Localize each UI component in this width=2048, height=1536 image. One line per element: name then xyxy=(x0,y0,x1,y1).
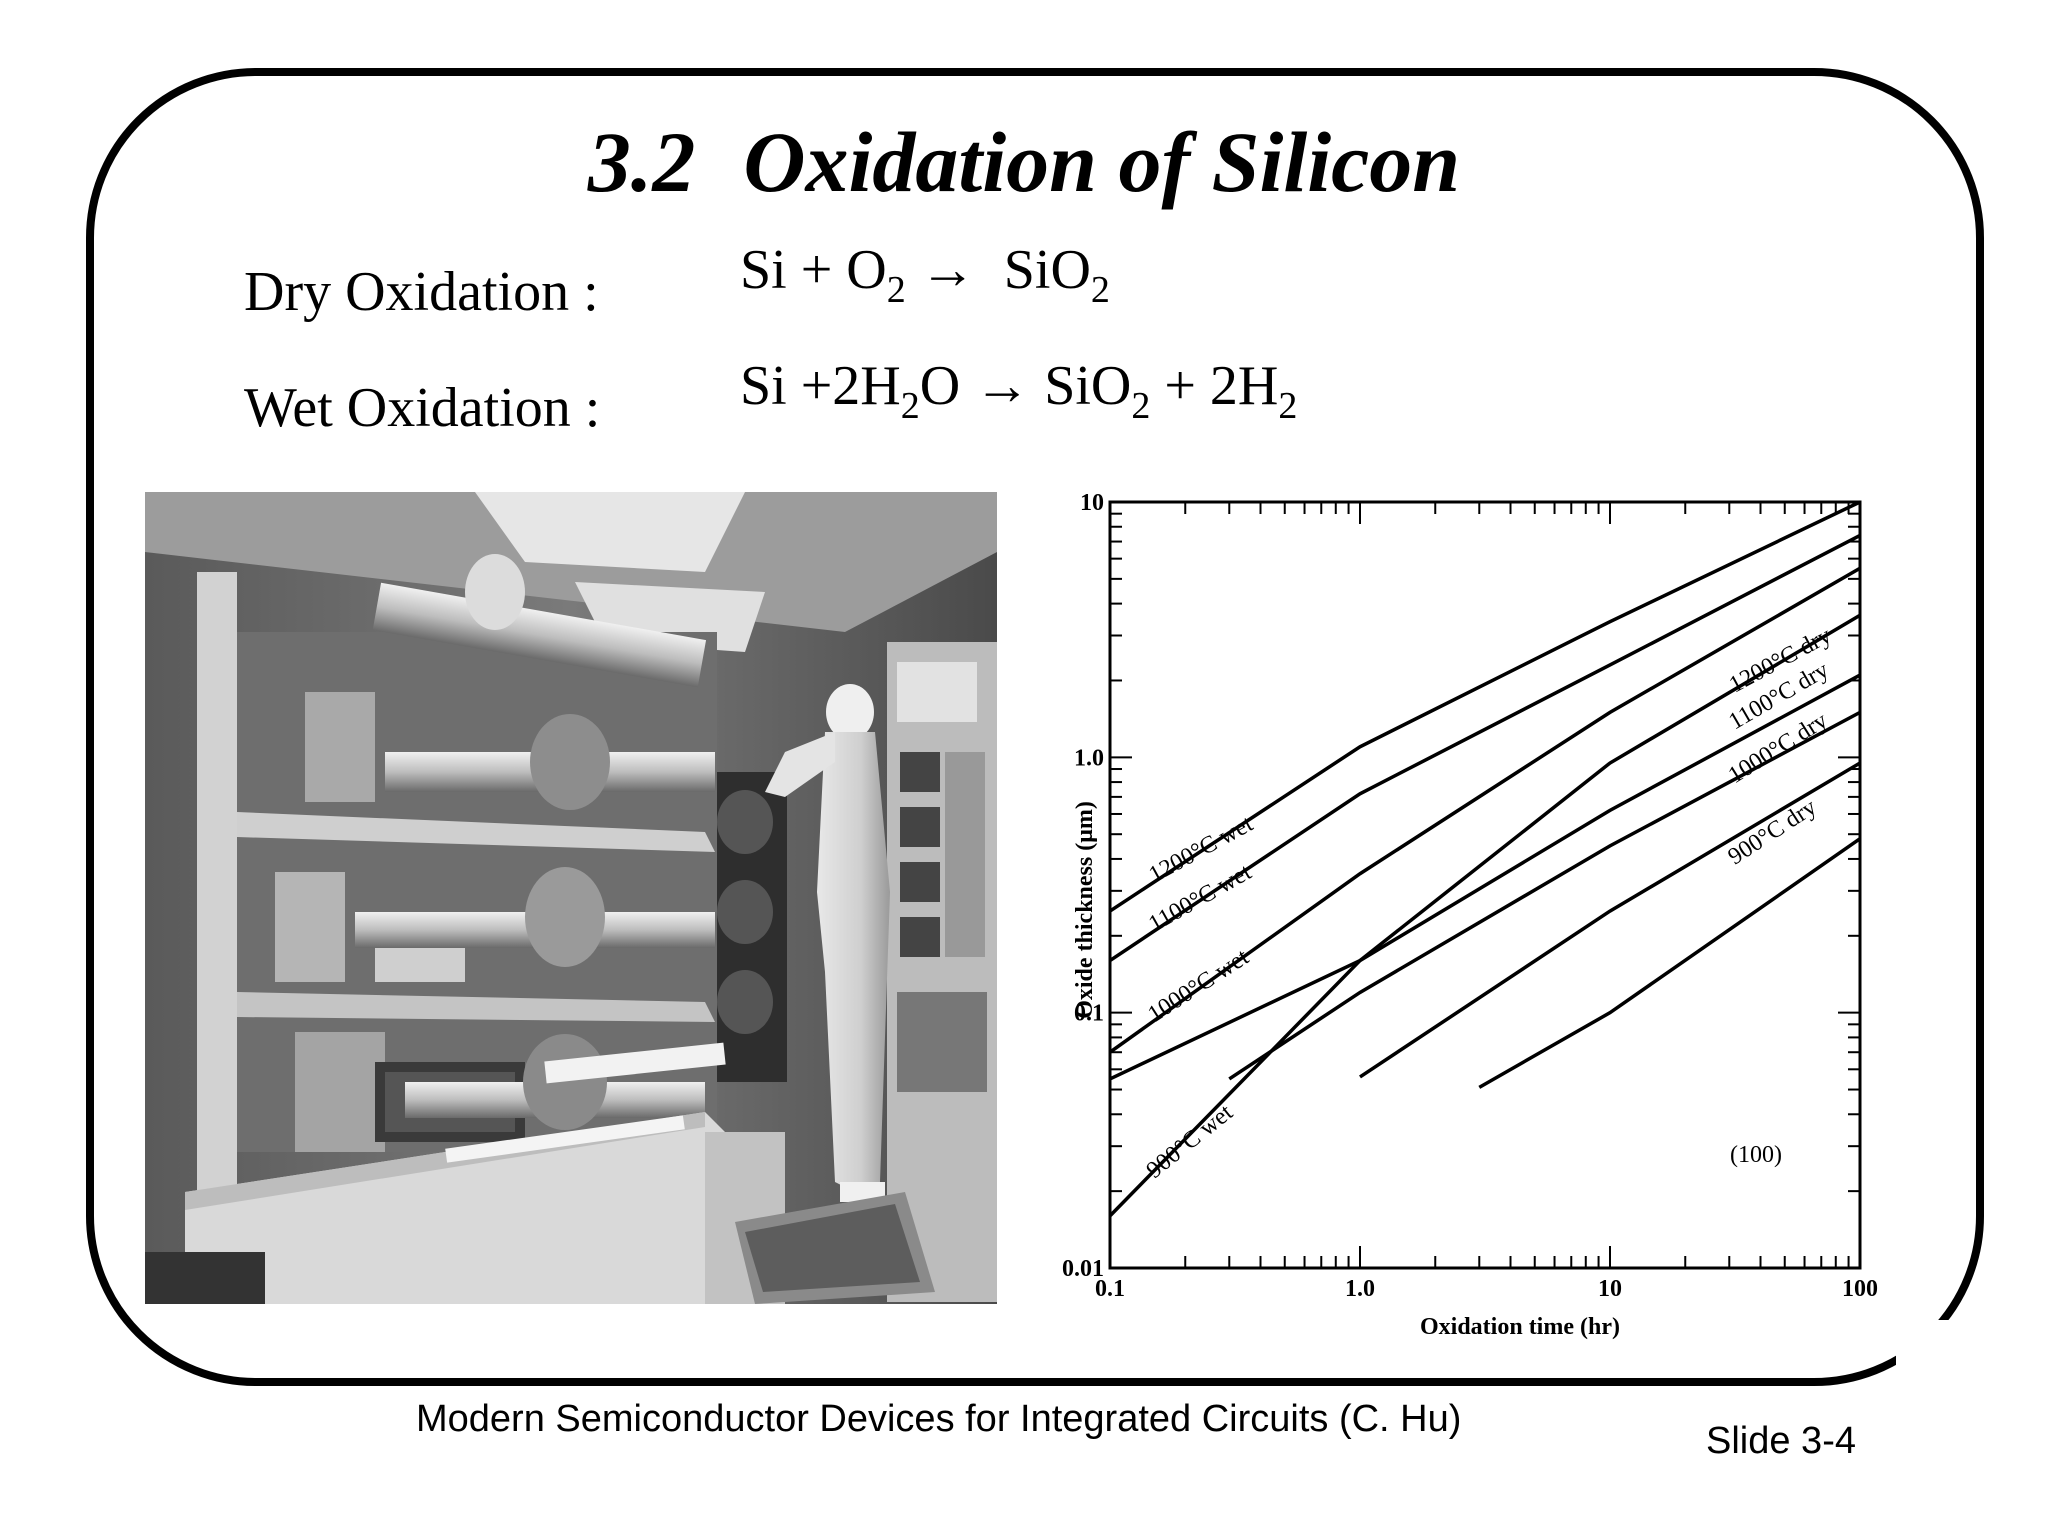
oxidation-furnace-photo xyxy=(145,492,997,1304)
dry-oxidation-label: Dry Oxidation : xyxy=(244,261,599,323)
oxide-thickness-chart: 0.1 1.0 10 100 0.01 0.1 1.0 10 1200°C wet 1100°C… xyxy=(1040,490,1890,1350)
footer-citation: Modern Semiconductor Devices for Integra… xyxy=(416,1398,1462,1440)
series-label: 900°C dry xyxy=(1724,794,1822,870)
y-tick-label: 0.1 xyxy=(1074,1001,1104,1027)
series-line xyxy=(1478,837,1861,1089)
x-tick-label: 1.0 xyxy=(1345,1276,1375,1302)
series-line xyxy=(1108,566,1861,1054)
frame-notch xyxy=(1896,1320,1996,1400)
series-line xyxy=(1108,613,1861,1218)
y-tick-label: 0.01 xyxy=(1062,1256,1104,1282)
x-tick-label: 0.1 xyxy=(1095,1276,1125,1302)
series-line xyxy=(1109,533,1861,963)
series-line xyxy=(1359,761,1861,1079)
x-tick-label: 10 xyxy=(1598,1276,1622,1302)
slide-frame xyxy=(86,68,1984,1386)
series-line xyxy=(1109,500,1861,913)
y-tick-label: 10 xyxy=(1080,490,1104,516)
orientation-annotation: (100) xyxy=(1730,1142,1782,1168)
title-text: Oxidation of Silicon xyxy=(743,114,1461,210)
chart-svg: 0.1 1.0 10 1000.010.11.010 1200°C wet1100°C… xyxy=(1062,490,1878,1340)
series-line xyxy=(1228,710,1861,1081)
title-number: 3.2 xyxy=(587,114,696,210)
slide-number: Slide 3-4 xyxy=(1706,1420,1856,1462)
dry-oxidation-equation: Si + O2 → SiO2 xyxy=(740,239,1110,311)
series-line xyxy=(1109,673,1861,1081)
y-tick-label: 1.0 xyxy=(1074,745,1104,771)
wet-oxidation-equation: Si +2H2O → SiO2 + 2H2 xyxy=(740,355,1298,427)
y-axis-label: Oxide thickness (μm) xyxy=(1072,801,1098,1019)
series-label: 1000°C wet xyxy=(1143,944,1253,1028)
x-tick-label: 100 xyxy=(1842,1276,1878,1302)
wet-oxidation-label: Wet Oxidation : xyxy=(244,377,601,439)
x-axis-label: Oxidation time (hr) xyxy=(1420,1314,1620,1340)
series-label: 900°C wet xyxy=(1142,1099,1238,1183)
plot-area-frame xyxy=(1108,500,1862,1270)
slide-title: 3.2 Oxidation of Silicon xyxy=(0,112,2048,212)
